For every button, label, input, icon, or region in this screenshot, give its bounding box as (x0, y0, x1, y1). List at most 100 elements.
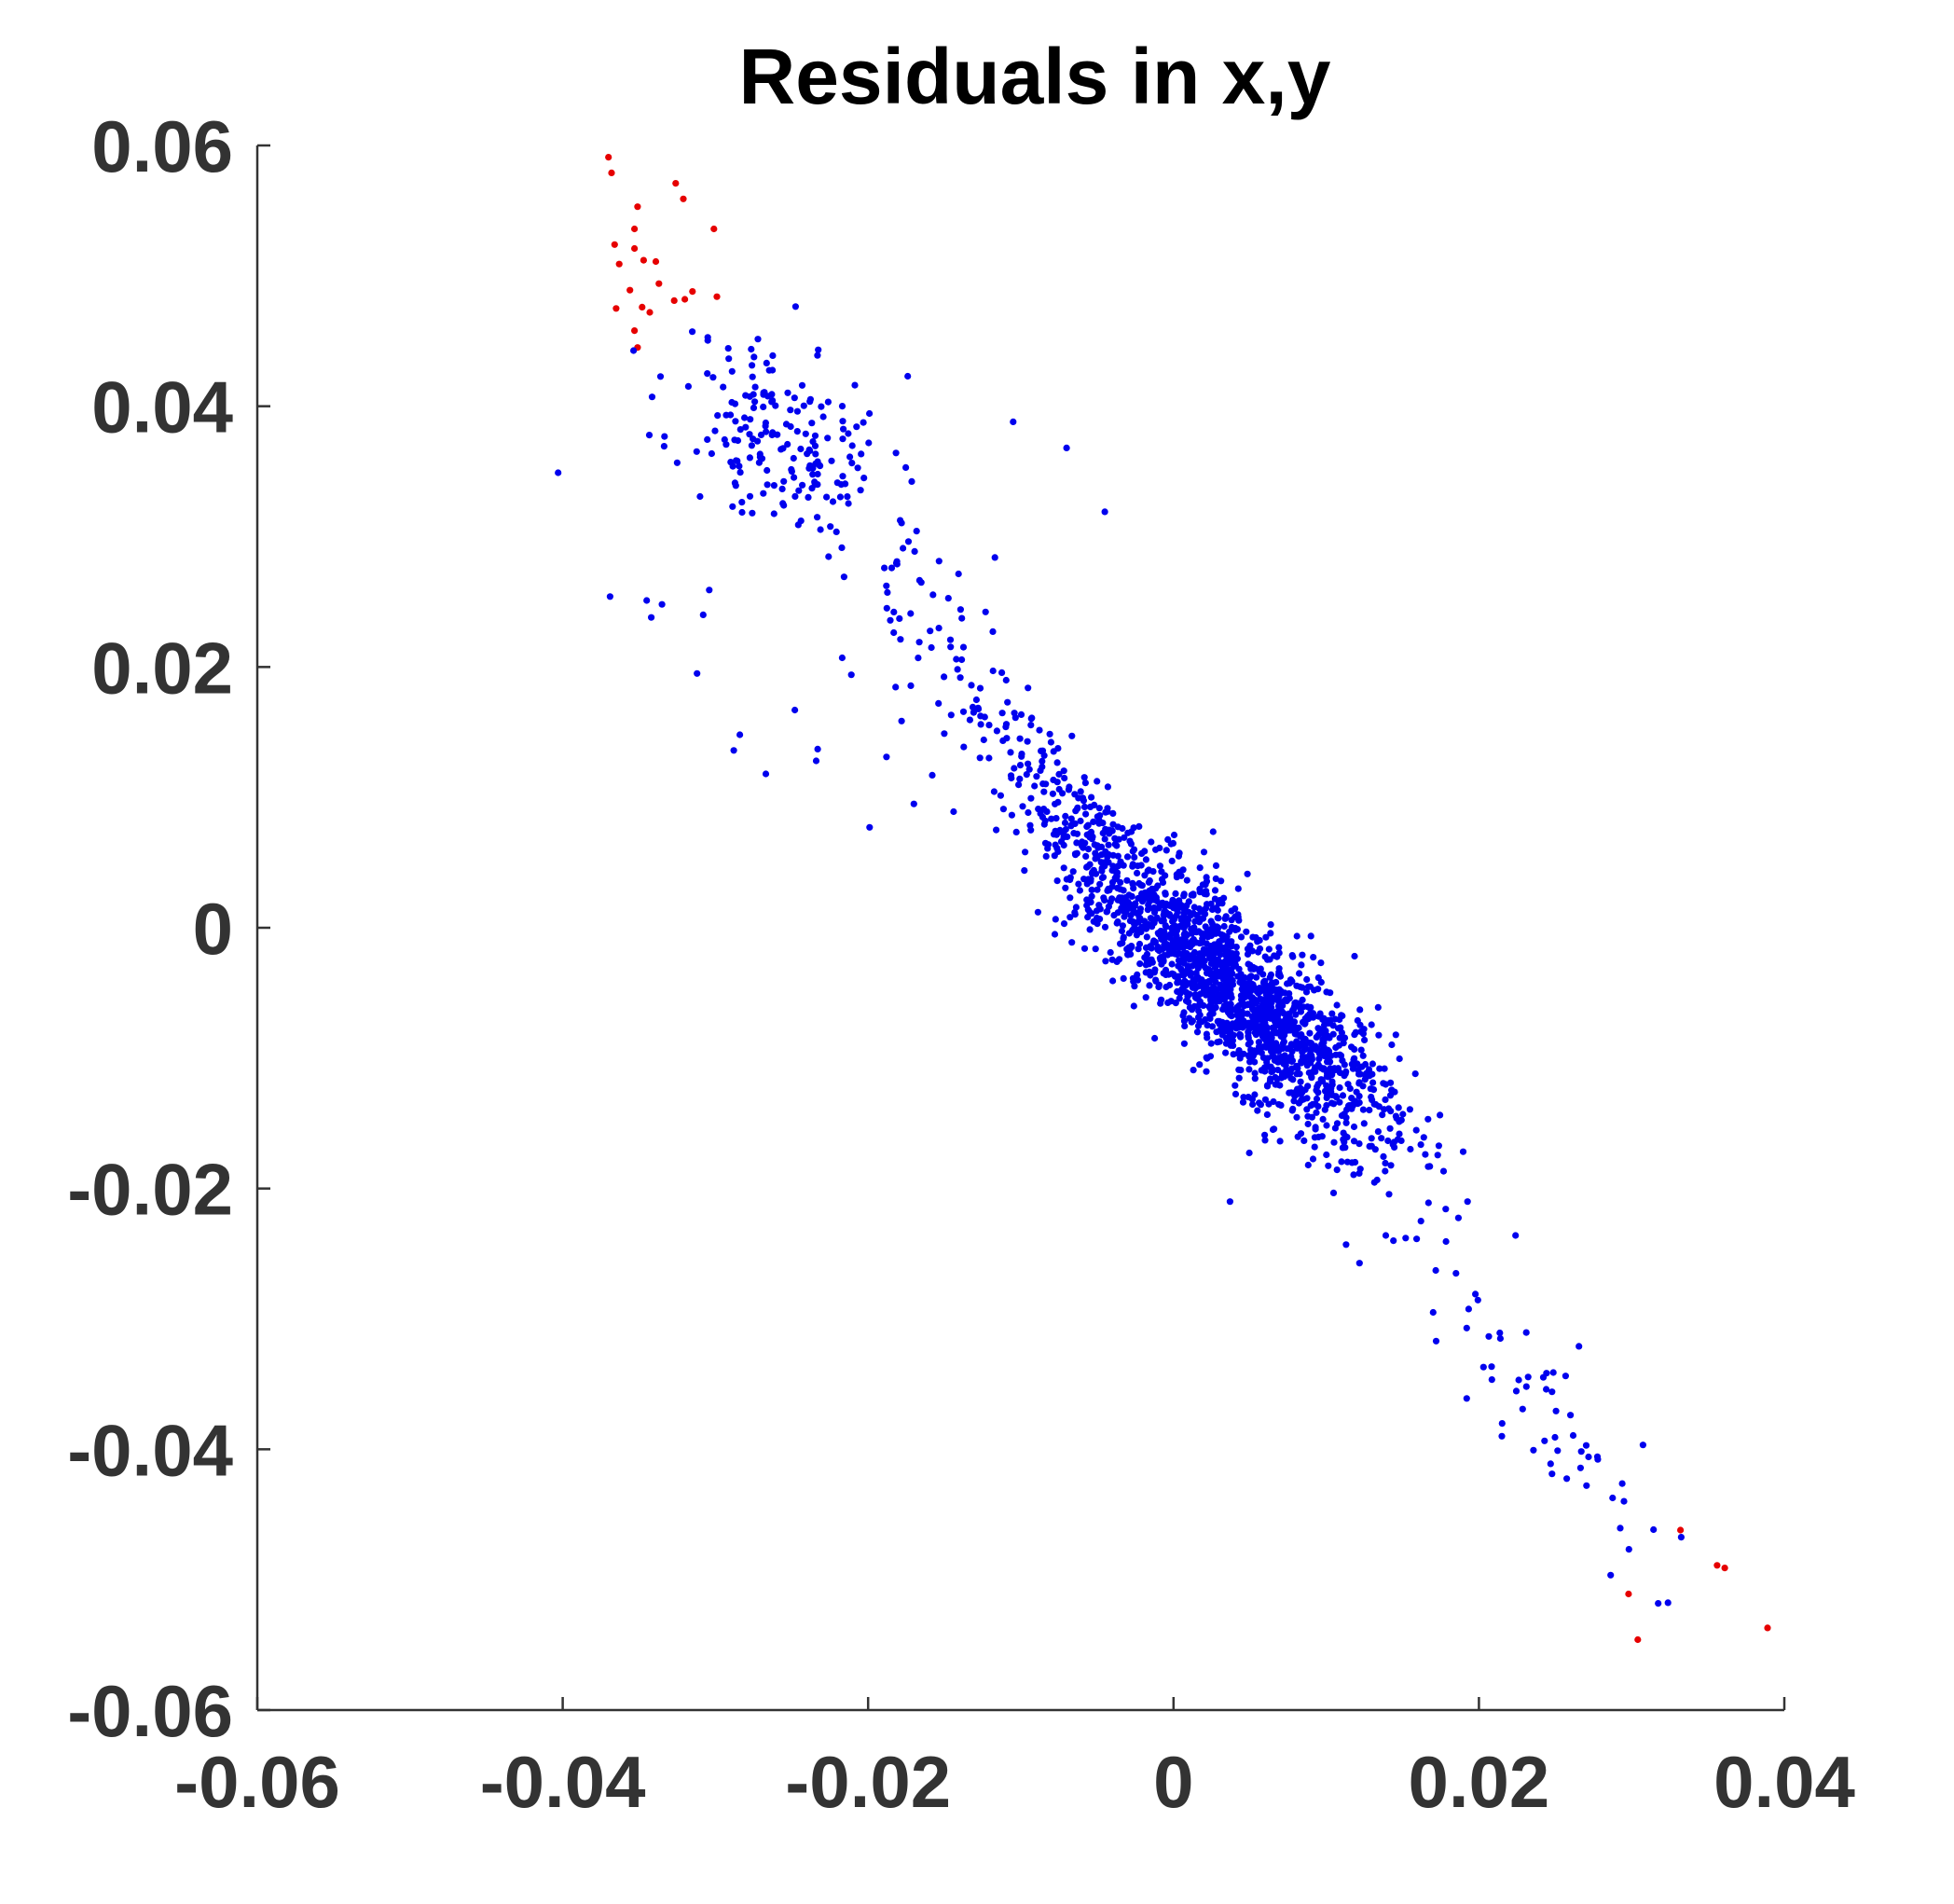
data-point (612, 305, 620, 312)
data-point (1236, 978, 1244, 986)
data-point (1051, 931, 1059, 938)
data-point (1328, 1078, 1336, 1085)
data-point (1275, 1002, 1283, 1010)
data-point (1190, 909, 1197, 918)
data-point (1379, 1111, 1386, 1119)
data-point (754, 336, 762, 343)
data-point (1136, 908, 1144, 916)
data-point (1273, 953, 1281, 960)
data-point (1124, 951, 1132, 959)
data-point (1303, 1106, 1311, 1113)
data-point (1265, 1100, 1273, 1108)
data-point (746, 492, 754, 500)
data-point (1245, 1149, 1253, 1157)
data-point (1060, 864, 1067, 872)
data-point (1123, 853, 1132, 861)
data-point (896, 614, 903, 623)
data-point (1061, 819, 1069, 827)
data-point (1060, 834, 1067, 841)
data-point (1332, 1051, 1340, 1058)
data-point (1182, 982, 1190, 989)
data-point (1371, 1146, 1379, 1153)
data-point (1196, 1061, 1204, 1069)
data-point (1384, 1137, 1392, 1145)
data-point (1072, 851, 1080, 859)
data-point (1357, 1028, 1365, 1036)
data-point (1498, 1420, 1506, 1428)
data-point (1321, 1106, 1328, 1113)
data-point (1332, 1043, 1340, 1052)
data-point (958, 655, 966, 664)
data-point (1080, 945, 1089, 952)
data-point (1261, 1131, 1269, 1138)
data-point (1200, 849, 1208, 856)
data-point (1042, 852, 1050, 861)
data-point (1164, 999, 1172, 1006)
data-point (1077, 788, 1084, 795)
data-point (1366, 1142, 1373, 1150)
data-point (1411, 1070, 1419, 1078)
data-point (1634, 1635, 1642, 1644)
data-point (1437, 1111, 1444, 1119)
data-point (1152, 894, 1160, 902)
data-point (1031, 782, 1039, 790)
data-point (972, 696, 980, 704)
data-point (1274, 1066, 1282, 1074)
data-point (1190, 978, 1199, 986)
data-point (1275, 944, 1283, 951)
data-point (1329, 1022, 1337, 1029)
data-point (1454, 1214, 1462, 1221)
data-point (760, 490, 767, 497)
data-point (1207, 1040, 1215, 1047)
data-point (1351, 952, 1358, 960)
data-point (1306, 1029, 1314, 1037)
data-point (1548, 1470, 1556, 1478)
data-point (1237, 971, 1245, 978)
data-point (1113, 869, 1121, 876)
data-point (774, 431, 781, 438)
data-point (977, 721, 984, 728)
data-point (1102, 958, 1109, 965)
data-point (1108, 878, 1117, 886)
data-point (1247, 993, 1255, 1000)
data-point (888, 564, 896, 572)
data-point (970, 709, 977, 716)
x-tick-label: 0.02 (1408, 1741, 1549, 1823)
data-point (1204, 901, 1211, 908)
data-point (722, 411, 730, 419)
data-point (828, 457, 835, 464)
data-point (883, 753, 890, 761)
data-point (1278, 1008, 1286, 1015)
data-point (1328, 1084, 1335, 1092)
data-point (904, 538, 913, 545)
data-point (989, 667, 997, 675)
data-point (1026, 821, 1034, 829)
data-point (1264, 1055, 1272, 1062)
data-point (1037, 766, 1044, 775)
data-point (1129, 848, 1136, 855)
data-point (1250, 1049, 1259, 1056)
data-point (804, 450, 811, 458)
data-point (1348, 1043, 1355, 1051)
data-point (1275, 1100, 1283, 1109)
data-point (631, 225, 639, 233)
data-point (1265, 945, 1273, 953)
data-point (1245, 1094, 1252, 1101)
data-point (1250, 1000, 1258, 1007)
data-point (1512, 1232, 1520, 1239)
data-point (1111, 835, 1119, 842)
data-point (1369, 1060, 1376, 1068)
data-point (1390, 1138, 1398, 1146)
data-point (1104, 783, 1111, 791)
data-point (1293, 932, 1300, 940)
data-point (1339, 1144, 1346, 1152)
data-point (1225, 981, 1232, 988)
data-point (1159, 878, 1167, 887)
data-point (1281, 1052, 1288, 1059)
data-point (1230, 1042, 1237, 1049)
data-point (908, 477, 915, 486)
data-point (1345, 1102, 1353, 1110)
data-point (1034, 908, 1041, 916)
data-point (793, 428, 801, 435)
data-point (1090, 818, 1097, 826)
